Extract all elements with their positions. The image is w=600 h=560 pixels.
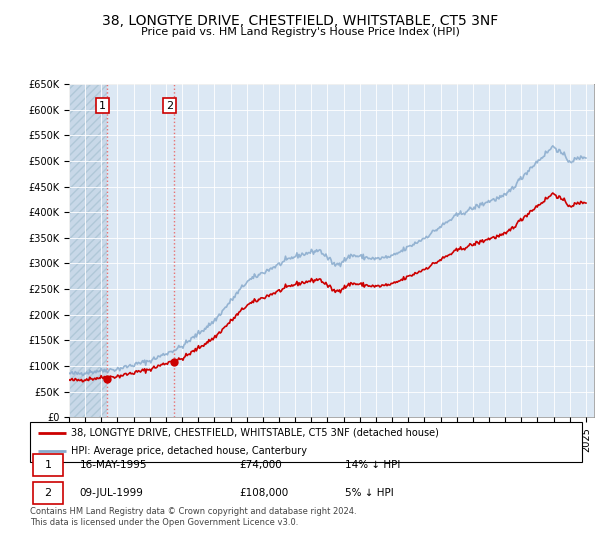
Text: Price paid vs. HM Land Registry's House Price Index (HPI): Price paid vs. HM Land Registry's House …: [140, 27, 460, 37]
Text: £108,000: £108,000: [240, 488, 289, 498]
Text: 2: 2: [44, 488, 52, 498]
Text: 09-JUL-1999: 09-JUL-1999: [80, 488, 143, 498]
Text: Contains HM Land Registry data © Crown copyright and database right 2024.
This d: Contains HM Land Registry data © Crown c…: [30, 507, 356, 527]
Text: 5% ↓ HPI: 5% ↓ HPI: [344, 488, 394, 498]
Text: £74,000: £74,000: [240, 460, 283, 470]
Text: 16-MAY-1995: 16-MAY-1995: [80, 460, 147, 470]
Text: 14% ↓ HPI: 14% ↓ HPI: [344, 460, 400, 470]
Text: 1: 1: [44, 460, 52, 470]
Text: 38, LONGTYE DRIVE, CHESTFIELD, WHITSTABLE, CT5 3NF (detached house): 38, LONGTYE DRIVE, CHESTFIELD, WHITSTABL…: [71, 428, 439, 437]
Text: 1: 1: [99, 101, 106, 110]
Text: 2: 2: [166, 101, 173, 110]
Bar: [69, 84, 107, 417]
Text: 38, LONGTYE DRIVE, CHESTFIELD, WHITSTABLE, CT5 3NF: 38, LONGTYE DRIVE, CHESTFIELD, WHITSTABL…: [102, 14, 498, 28]
FancyBboxPatch shape: [30, 422, 582, 462]
Bar: [107, 84, 594, 417]
Text: HPI: Average price, detached house, Canterbury: HPI: Average price, detached house, Cant…: [71, 446, 307, 456]
FancyBboxPatch shape: [33, 482, 63, 504]
FancyBboxPatch shape: [33, 454, 63, 476]
